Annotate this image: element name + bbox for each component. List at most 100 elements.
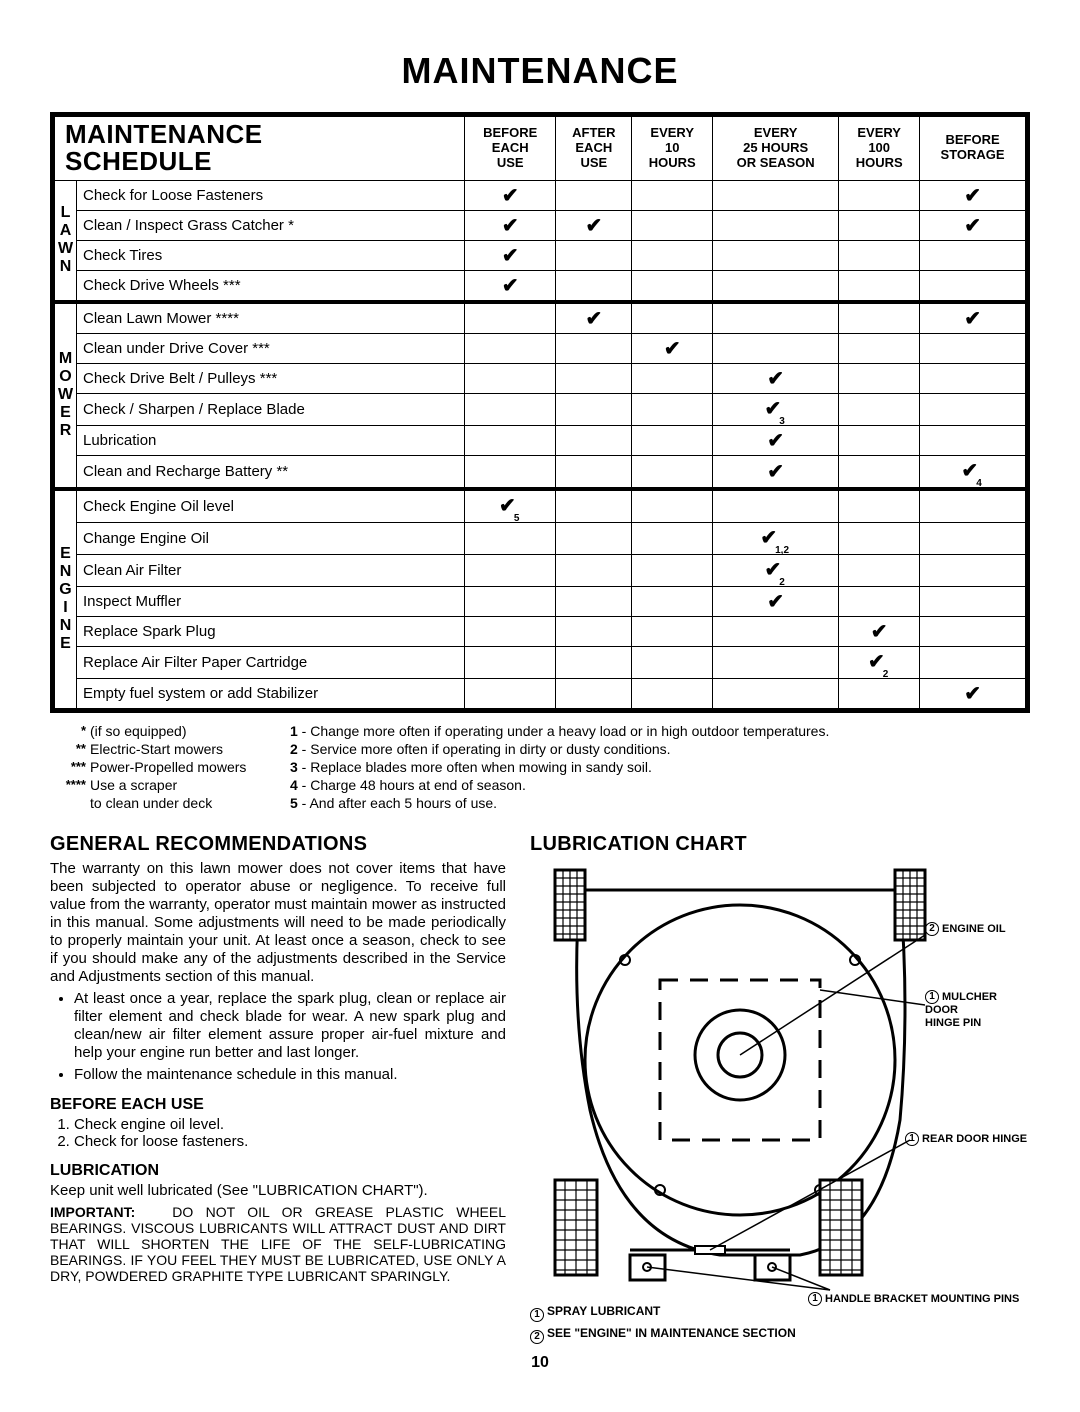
check-cell <box>632 363 713 393</box>
check-cell <box>920 333 1026 363</box>
legend-1: 1SPRAY LUBRICANT <box>530 1304 1030 1322</box>
table-row: LAWNCheck for Loose Fasteners✔✔ <box>55 180 1026 210</box>
check-cell <box>464 455 555 489</box>
check-cell <box>632 270 713 302</box>
check-cell: ✔ <box>556 302 632 334</box>
schedule-table-wrap: MAINTENANCESCHEDULE BEFORE EACH USE AFTE… <box>50 112 1030 713</box>
check-cell <box>556 363 632 393</box>
check-cell <box>632 210 713 240</box>
task-cell: Check for Loose Fasteners <box>77 180 465 210</box>
check-cell: ✔ <box>713 586 839 616</box>
check-cell <box>839 302 920 334</box>
footnotes: *(if so equipped)**Electric-Start mowers… <box>50 723 1030 813</box>
lubrication-chart-heading: LUBRICATION CHART <box>530 833 1030 856</box>
check-cell <box>713 180 839 210</box>
table-row: Lubrication ✔ <box>55 425 1026 455</box>
check-cell <box>713 210 839 240</box>
check-cell: ✔ <box>920 302 1026 334</box>
check-cell <box>556 646 632 678</box>
check-cell <box>464 646 555 678</box>
task-cell: Check Drive Wheels *** <box>77 270 465 302</box>
check-cell: ✔4 <box>920 455 1026 489</box>
col-100h: EVERY 100 HOURS <box>839 117 920 181</box>
check-cell <box>632 240 713 270</box>
left-column: GENERAL RECOMMENDATIONS The warranty on … <box>50 833 506 1344</box>
check-cell <box>920 393 1026 425</box>
task-cell: Clean Air Filter <box>77 554 465 586</box>
check-cell: ✔ <box>920 180 1026 210</box>
check-cell <box>556 393 632 425</box>
check-cell <box>713 489 839 523</box>
table-row: Clean Air Filter ✔2 <box>55 554 1026 586</box>
check-cell <box>632 425 713 455</box>
check-cell <box>632 616 713 646</box>
side-label: LAWN <box>55 180 77 302</box>
table-row: Replace Air Filter Paper Cartridge✔2 <box>55 646 1026 678</box>
col-25h: EVERY 25 HOURS OR SEASON <box>713 117 839 181</box>
check-cell <box>839 270 920 302</box>
check-cell: ✔ <box>713 455 839 489</box>
schedule-title: MAINTENANCESCHEDULE <box>55 117 465 181</box>
check-cell: ✔ <box>920 210 1026 240</box>
maintenance-schedule-table: MAINTENANCESCHEDULE BEFORE EACH USE AFTE… <box>54 116 1026 709</box>
check-cell <box>713 646 839 678</box>
lubrication-heading: LUBRICATION <box>50 1162 506 1180</box>
check-cell <box>920 363 1026 393</box>
check-cell <box>464 616 555 646</box>
legend-2: 2SEE "ENGINE" IN MAINTENANCE SECTION <box>530 1326 1030 1344</box>
task-cell: Clean Lawn Mower **** <box>77 302 465 334</box>
task-cell: Clean under Drive Cover *** <box>77 333 465 363</box>
check-cell <box>556 522 632 554</box>
check-cell <box>632 455 713 489</box>
task-cell: Clean and Recharge Battery ** <box>77 455 465 489</box>
check-cell: ✔ <box>713 425 839 455</box>
col-before-use: BEFORE EACH USE <box>464 117 555 181</box>
check-cell <box>920 270 1026 302</box>
check-cell <box>556 240 632 270</box>
check-cell <box>556 489 632 523</box>
check-cell: ✔3 <box>713 393 839 425</box>
check-cell <box>839 554 920 586</box>
check-cell <box>839 455 920 489</box>
check-cell <box>464 393 555 425</box>
table-row: Check / Sharpen / Replace Blade✔3 <box>55 393 1026 425</box>
check-cell: ✔ <box>920 678 1026 708</box>
check-cell <box>632 586 713 616</box>
check-cell: ✔2 <box>713 554 839 586</box>
table-row: Clean / Inspect Grass Catcher *✔✔✔ <box>55 210 1026 240</box>
table-row: Clean and Recharge Battery ** ✔ ✔4 <box>55 455 1026 489</box>
check-cell <box>632 180 713 210</box>
check-cell <box>839 522 920 554</box>
task-cell: Check Tires <box>77 240 465 270</box>
task-cell: Replace Spark Plug <box>77 616 465 646</box>
check-cell: ✔ <box>464 180 555 210</box>
check-cell <box>713 333 839 363</box>
side-label: MOWER <box>55 302 77 489</box>
check-cell <box>556 333 632 363</box>
right-column: LUBRICATION CHART <box>530 833 1030 1344</box>
check-cell <box>713 678 839 708</box>
page-number: 10 <box>50 1354 1030 1372</box>
task-cell: Lubrication <box>77 425 465 455</box>
check-cell <box>632 489 713 523</box>
col-after-use: AFTER EACH USE <box>556 117 632 181</box>
check-cell <box>920 522 1026 554</box>
task-cell: Clean / Inspect Grass Catcher * <box>77 210 465 240</box>
check-cell <box>839 210 920 240</box>
check-cell <box>839 678 920 708</box>
side-label: ENGINE <box>55 489 77 709</box>
lubrication-important: IMPORTANT: DO NOT OIL OR GREASE PLASTIC … <box>50 1204 506 1284</box>
task-cell: Empty fuel system or add Stabilizer <box>77 678 465 708</box>
task-cell: Change Engine Oil <box>77 522 465 554</box>
beu-item-1: Check engine oil level. <box>74 1116 506 1133</box>
check-cell: ✔ <box>839 616 920 646</box>
check-cell: ✔ <box>556 210 632 240</box>
check-cell: ✔ <box>464 210 555 240</box>
lubrication-text: Keep unit well lubricated (See "LUBRICAT… <box>50 1182 506 1200</box>
check-cell <box>632 678 713 708</box>
check-cell <box>556 586 632 616</box>
check-cell <box>920 489 1026 523</box>
check-cell <box>839 586 920 616</box>
table-row: Inspect Muffler✔ <box>55 586 1026 616</box>
check-cell: ✔1,2 <box>713 522 839 554</box>
